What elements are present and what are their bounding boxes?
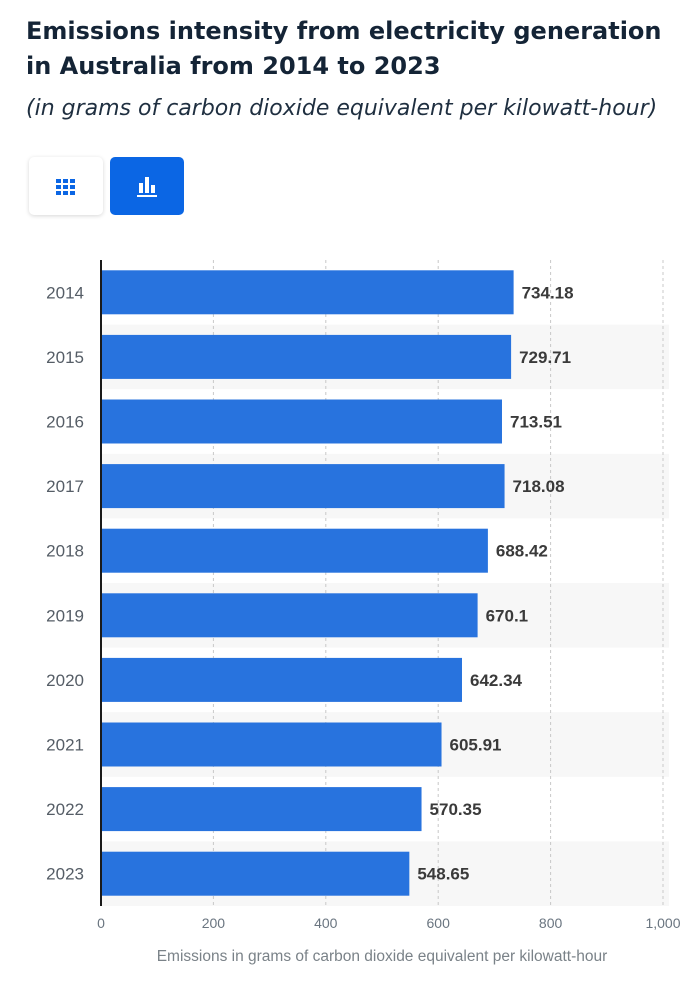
bar[interactable] — [101, 464, 505, 509]
x-tick-label: 600 — [427, 915, 451, 931]
x-tick-label: 0 — [97, 915, 105, 931]
value-label: 670.1 — [486, 606, 529, 625]
x-tick-labels: 0 200 400 600 800 1,000 — [97, 915, 681, 931]
bar[interactable] — [101, 399, 502, 444]
bar-chart-icon — [137, 177, 157, 197]
category-label: 2020 — [46, 671, 84, 690]
grid-table-icon — [56, 179, 75, 195]
value-label: 729.71 — [519, 348, 571, 367]
value-label: 718.08 — [513, 477, 565, 496]
chart-title: Emissions intensity from electricity gen… — [26, 17, 662, 80]
category-label: 2016 — [46, 413, 84, 432]
category-label: 2021 — [46, 736, 84, 755]
chart-view-button[interactable] — [110, 157, 184, 215]
category-label: 2022 — [46, 800, 84, 819]
x-tick-label: 200 — [202, 915, 226, 931]
category-label: 2023 — [46, 865, 84, 884]
value-labels: 734.18 729.71 713.51 718.08 688.42 670.1 642.3… — [417, 283, 573, 883]
category-label: 2019 — [46, 606, 84, 625]
value-label: 548.65 — [417, 865, 469, 884]
chart-subtitle: (in grams of carbon dioxide equivalent p… — [26, 96, 658, 121]
value-label: 642.34 — [470, 671, 523, 690]
category-label: 2014 — [46, 283, 84, 302]
value-label: 734.18 — [522, 283, 574, 302]
bar[interactable] — [101, 528, 488, 573]
bar-chart: 2014 2015 2016 2017 2018 2019 2020 2021 2022 2023… — [46, 260, 681, 965]
value-label: 713.51 — [510, 413, 562, 432]
x-tick-label: 1,000 — [645, 915, 680, 931]
bar[interactable] — [101, 851, 410, 896]
category-labels: 2014 2015 2016 2017 2018 2019 2020 2021 2022 2023 — [46, 283, 84, 883]
bar[interactable] — [101, 593, 478, 638]
x-axis-title: Emissions in grams of carbon dioxide equ… — [157, 948, 608, 965]
category-label: 2018 — [46, 542, 84, 561]
x-tick-label: 400 — [314, 915, 338, 931]
value-label: 570.35 — [430, 800, 482, 819]
bar[interactable] — [101, 657, 462, 702]
x-tick-label: 800 — [539, 915, 563, 931]
category-label: 2015 — [46, 348, 84, 367]
value-label: 605.91 — [450, 736, 502, 755]
bars — [101, 270, 514, 896]
category-label: 2017 — [46, 477, 84, 496]
bar[interactable] — [101, 722, 442, 767]
bar[interactable] — [101, 334, 512, 379]
value-label: 688.42 — [496, 542, 548, 561]
bar[interactable] — [101, 787, 422, 832]
bar[interactable] — [101, 270, 514, 315]
table-view-button[interactable] — [29, 157, 103, 215]
